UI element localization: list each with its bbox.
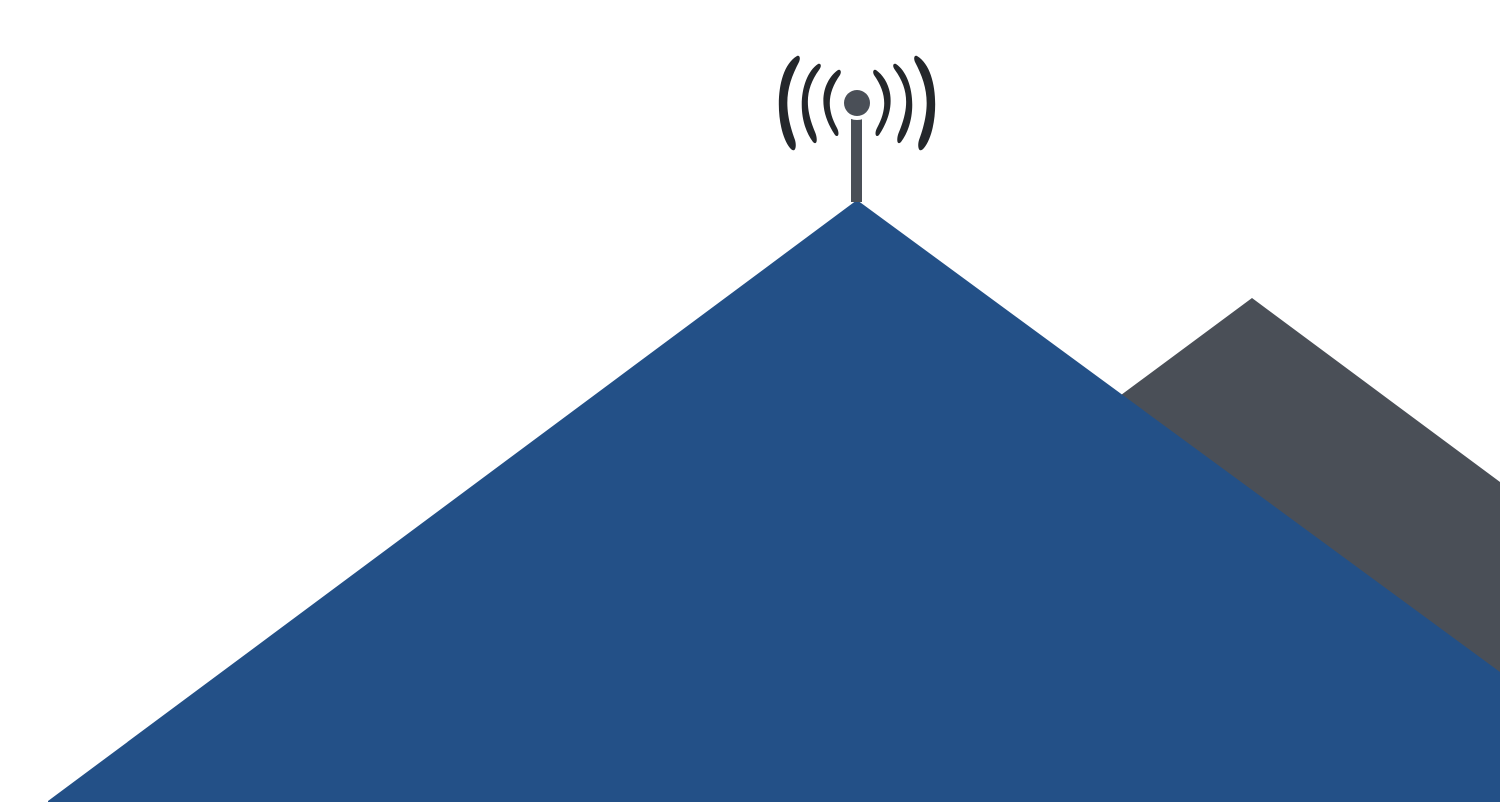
signal-wave-left-outer bbox=[778, 55, 800, 151]
signal-wave-right-inner bbox=[873, 69, 891, 137]
broadcast-antenna-icon bbox=[840, 86, 874, 202]
signal-wave-right-outer bbox=[914, 55, 936, 151]
antenna-tip bbox=[844, 90, 870, 116]
antenna-mast bbox=[851, 112, 862, 202]
signal-wave-left-inner bbox=[823, 69, 841, 137]
signal-wave-right-middle bbox=[893, 63, 913, 144]
front-mountain-shape bbox=[48, 200, 1500, 802]
signal-waves-icon bbox=[778, 55, 936, 151]
signal-wave-left-middle bbox=[801, 63, 821, 144]
